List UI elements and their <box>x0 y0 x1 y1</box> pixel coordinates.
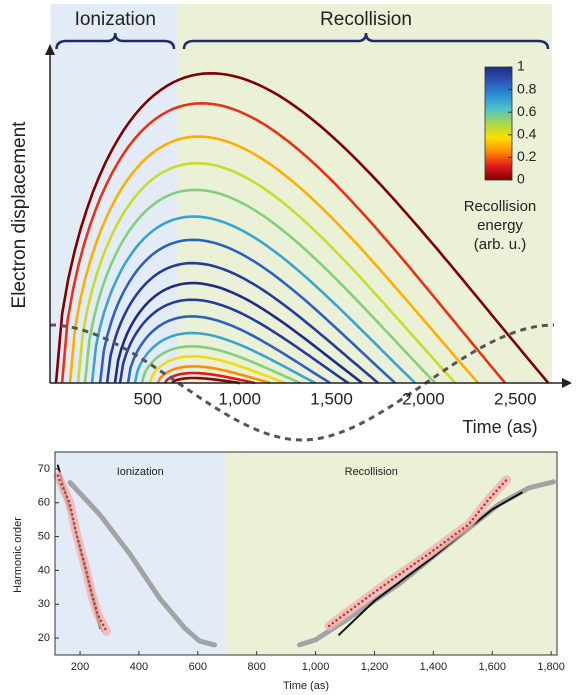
x-arrow <box>562 378 572 388</box>
y-tick-label: 20 <box>38 632 50 644</box>
trajectory <box>90 215 417 384</box>
region-label: Recollision <box>320 9 412 30</box>
x-tick-label: 800 <box>248 661 266 673</box>
series-line <box>338 491 523 636</box>
x-tick-label: 2,500 <box>494 389 537 408</box>
x-tick-label: 500 <box>134 389 162 408</box>
colorbar-tick-label: 0.6 <box>517 103 537 119</box>
trajectory <box>60 101 507 384</box>
x-axis-label: Time (as) <box>462 417 537 437</box>
trajectory <box>54 71 550 384</box>
laser-field <box>49 323 555 442</box>
brace <box>55 32 176 50</box>
y-tick-label: 40 <box>38 564 50 576</box>
x-tick-label: 1,500 <box>310 389 353 408</box>
trajectory <box>140 345 301 385</box>
colorbar-tick-label: 0 <box>517 171 525 187</box>
colorbar-label: (arb. u.) <box>474 236 527 253</box>
colorbar-tick-label: 0.2 <box>517 148 537 164</box>
x-tick-label: 200 <box>71 661 89 673</box>
trajectory <box>163 371 256 385</box>
bottom-chart: Ionization Recollision 200 400 600 800 1,000 1,… <box>38 452 565 673</box>
series-line <box>67 480 218 648</box>
colorbar-tick-label: 0.8 <box>517 80 537 96</box>
x-tick-label: 600 <box>189 661 207 673</box>
y-tick-label: 70 <box>38 463 50 475</box>
colorbar-label: Recollision <box>464 198 537 215</box>
y-tick-label: 60 <box>38 497 50 509</box>
x-axis-label: Time (as) <box>283 680 329 692</box>
trajectory <box>118 298 349 385</box>
trajectory <box>148 355 286 385</box>
y-tick-label: 30 <box>38 598 50 610</box>
region-label: Ionization <box>75 9 156 30</box>
plot-frame <box>54 451 558 656</box>
trajectory <box>98 238 396 384</box>
colorbar-label: energy <box>477 217 523 234</box>
y-axis-label: Harmonic order <box>12 517 24 593</box>
trajectory <box>68 135 480 384</box>
x-tick-label: 2,000 <box>402 389 445 408</box>
brace <box>182 32 550 50</box>
colorbar <box>484 66 513 181</box>
trajectory <box>76 161 457 384</box>
trajectory <box>113 281 363 385</box>
region-label: Recollision <box>345 466 398 478</box>
colorbar-tick-label: 0.4 <box>517 126 537 142</box>
trajectory <box>171 376 241 385</box>
trajectory <box>105 261 380 385</box>
trajectory <box>126 315 331 385</box>
y-axis-label: Electron displacement <box>9 121 30 309</box>
x-tick-label: 1,200 <box>361 661 389 673</box>
series-line <box>56 474 108 633</box>
x-tick-label: 1,800 <box>537 661 565 673</box>
x-tick-label: 1,600 <box>478 661 506 673</box>
y-tick-label: 50 <box>38 530 50 542</box>
colorbar-tick-label: 1 <box>517 58 525 74</box>
y-arrow <box>45 44 55 55</box>
series-line <box>327 478 508 628</box>
x-tick-label: 1,000 <box>218 389 261 408</box>
trajectory <box>133 331 316 385</box>
x-tick-label: 1,400 <box>420 661 448 673</box>
x-tick-label: 400 <box>130 661 148 673</box>
trajectory <box>83 188 437 384</box>
top-trajectories <box>54 71 550 385</box>
top-background: Ionization Recollision <box>50 4 552 383</box>
region <box>50 4 178 383</box>
x-tick-label: 1,000 <box>302 661 330 673</box>
region-label: Ionization <box>117 466 164 478</box>
trajectory <box>156 365 271 385</box>
